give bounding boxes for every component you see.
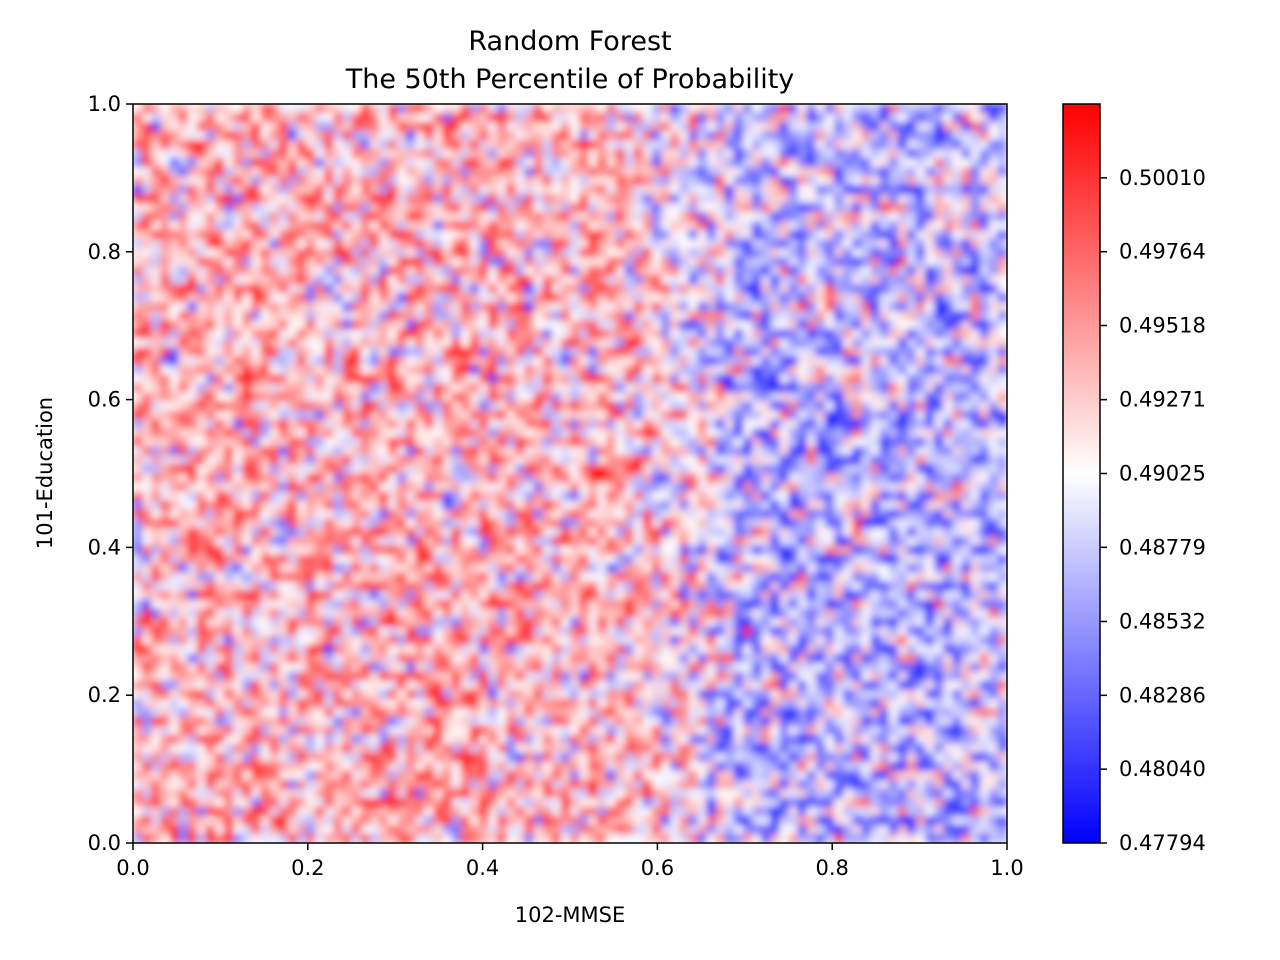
x-tick-label: 0.6 <box>641 856 674 880</box>
colorbar-tick-label: 0.48286 <box>1119 683 1206 707</box>
colorbar <box>1062 103 1101 844</box>
chart-title: Random Forest <box>468 26 671 57</box>
y-axis-ticks: 0.0 0.2 0.4 0.6 0.8 1.0 <box>88 92 133 855</box>
y-axis-label: 101-Education <box>33 397 57 549</box>
y-tick-label: 0.2 <box>88 683 121 707</box>
x-axis-ticks: 0.0 0.2 0.4 0.6 0.8 1.0 <box>116 843 1024 880</box>
x-tick-label: 1.0 <box>990 856 1023 880</box>
x-tick-label: 0.8 <box>815 856 848 880</box>
colorbar-tick-label: 0.48040 <box>1119 757 1206 781</box>
x-axis-label: 102-MMSE <box>515 903 626 927</box>
y-tick-label: 0.6 <box>88 388 121 412</box>
colorbar-tick-label: 0.48779 <box>1119 535 1206 559</box>
x-tick-label: 0.4 <box>466 856 499 880</box>
colorbar-tick-label: 0.49764 <box>1119 240 1206 264</box>
plot-frame <box>132 103 1008 844</box>
chart-subtitle: The 50th Percentile of Probability <box>345 64 795 95</box>
x-tick-label: 0.0 <box>116 856 149 880</box>
y-tick-label: 0.8 <box>88 240 121 264</box>
y-tick-label: 0.4 <box>88 535 121 559</box>
y-tick-label: 0.0 <box>88 831 121 855</box>
colorbar-tick-label: 0.50010 <box>1119 166 1206 190</box>
colorbar-tick-label: 0.48532 <box>1119 609 1206 633</box>
y-tick-label: 1.0 <box>88 92 121 116</box>
x-tick-label: 0.2 <box>291 856 324 880</box>
colorbar-tick-label: 0.47794 <box>1119 831 1206 855</box>
colorbar-tick-label: 0.49025 <box>1119 462 1206 486</box>
heatmap-field <box>133 104 1007 843</box>
colorbar-tick-label: 0.49271 <box>1119 388 1206 412</box>
colorbar-tick-label: 0.49518 <box>1119 314 1206 338</box>
colorbar-ticks: 0.47794 0.48040 0.48286 0.48532 0.48779 0.490… <box>1100 166 1206 855</box>
